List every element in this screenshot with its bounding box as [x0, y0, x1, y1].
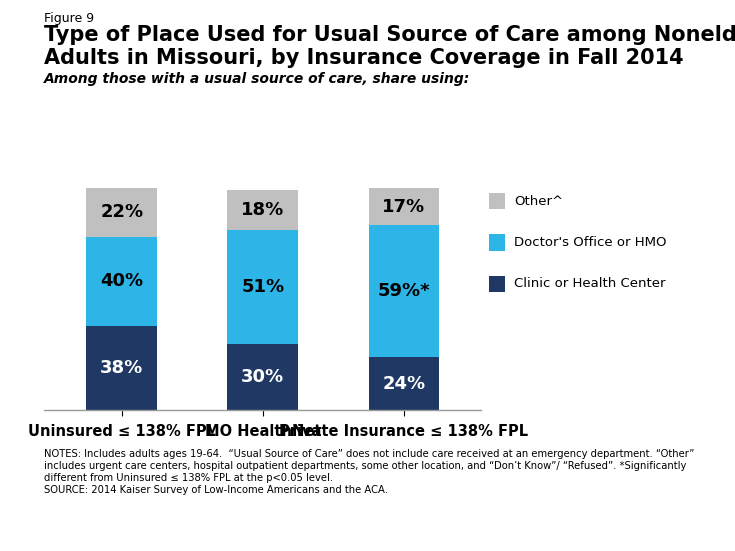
Bar [368, 225, 439, 357]
Text: FOUNDATION: FOUNDATION [650, 523, 691, 528]
Bar [87, 187, 157, 236]
Bar [368, 357, 439, 410]
Text: 38%: 38% [100, 359, 143, 377]
Text: FAMILY: FAMILY [649, 508, 692, 518]
Text: 22%: 22% [100, 203, 143, 221]
Text: includes urgent care centers, hospital outpatient departments, some other locati: includes urgent care centers, hospital o… [44, 461, 686, 471]
Text: 17%: 17% [382, 198, 426, 215]
Text: 30%: 30% [241, 368, 284, 386]
Text: Clinic or Health Center: Clinic or Health Center [514, 277, 666, 290]
Text: Among those with a usual source of care, share using:: Among those with a usual source of care,… [44, 72, 470, 86]
Bar [228, 344, 298, 410]
Text: NOTES: Includes adults ages 19-64.  “Usual Source of Care” does not include care: NOTES: Includes adults ages 19-64. “Usua… [44, 449, 695, 459]
Bar [87, 236, 157, 326]
Text: different from Uninsured ≤ 138% FPL at the p<0.05 level.: different from Uninsured ≤ 138% FPL at t… [44, 473, 333, 483]
Text: KAISER: KAISER [644, 493, 698, 506]
Text: SOURCE: 2014 Kaiser Survey of Low-Income Americans and the ACA.: SOURCE: 2014 Kaiser Survey of Low-Income… [44, 485, 388, 495]
Text: 40%: 40% [100, 272, 143, 290]
Text: Doctor's Office or HMO: Doctor's Office or HMO [514, 236, 667, 249]
Bar [228, 230, 298, 344]
Text: 24%: 24% [382, 375, 426, 393]
Text: Figure 9: Figure 9 [44, 12, 94, 25]
Text: THE HENRY J.: THE HENRY J. [650, 483, 691, 488]
Text: 18%: 18% [241, 201, 284, 219]
Bar [228, 190, 298, 230]
Text: Other^: Other^ [514, 195, 563, 208]
Text: 59%*: 59%* [378, 282, 430, 300]
Text: 51%: 51% [241, 278, 284, 296]
Text: Type of Place Used for Usual Source of Care among Nonelderly: Type of Place Used for Usual Source of C… [44, 25, 735, 45]
Bar [87, 326, 157, 410]
Text: Adults in Missouri, by Insurance Coverage in Fall 2014: Adults in Missouri, by Insurance Coverag… [44, 48, 684, 68]
Bar [368, 187, 439, 225]
